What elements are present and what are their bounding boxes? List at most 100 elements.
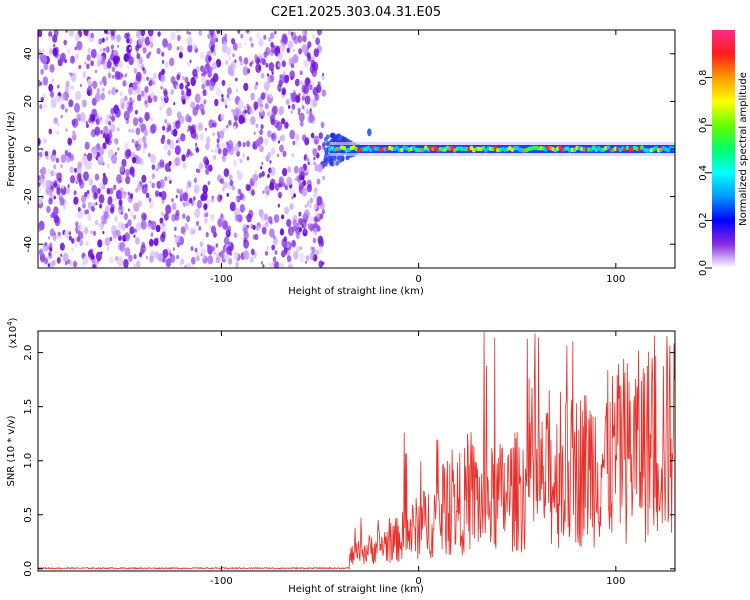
spectrogram-noise-cell <box>278 262 285 268</box>
spectrogram-noise-cell <box>72 260 78 268</box>
spectrogram-noise-cell <box>179 238 184 245</box>
spectrogram-noise-cell <box>88 178 93 186</box>
spectrogram-noise-cell <box>69 166 74 174</box>
spectrogram-noise-cell <box>196 255 200 262</box>
spectrogram-noise-cell <box>106 246 110 252</box>
spectrogram-noise-cell <box>40 178 47 189</box>
spectrogram-noise-cell <box>281 117 286 125</box>
spectrogram-noise-cell <box>208 55 212 62</box>
spectrogram-noise-cell <box>240 33 244 39</box>
spectrogram-noise-cell <box>40 96 44 103</box>
spectrogram-noise-cell <box>83 226 89 235</box>
spectrogram-noise-cell <box>53 195 56 200</box>
spectrogram-noise-cell <box>97 223 100 227</box>
spectrogram-noise-cell <box>250 92 255 101</box>
spectrogram-noise-cell <box>86 63 90 70</box>
spectrogram-noise-cell <box>81 99 87 108</box>
spectrogram-noise-cell <box>185 184 189 190</box>
spectrogram-noise-cell <box>176 242 181 248</box>
spectrogram-noise-cell <box>220 142 226 150</box>
spectrogram-noise-cell <box>97 187 101 195</box>
spectrogram-noise-cell <box>304 155 307 160</box>
spectrogram-noise-cell <box>199 51 205 60</box>
spectrogram-noise-cell <box>168 160 172 166</box>
colorbar-tick-label: 0.4 <box>698 165 709 181</box>
spectrogram-noise-cell <box>249 190 252 195</box>
spectrogram-noise-cell <box>182 75 185 81</box>
spectrogram-noise-cell <box>132 99 135 104</box>
spectrogram-noise-cell <box>302 35 307 43</box>
spectrogram-noise-cell <box>291 240 296 247</box>
spectrogram-noise-cell <box>125 168 130 177</box>
spectrogram-noise-cell <box>270 41 274 48</box>
spectrogram-noise-cell <box>74 167 77 173</box>
spectrogram-noise-cell <box>227 225 232 233</box>
spectrogram-noise-cell <box>83 30 89 37</box>
spectrogram-noise-cell <box>57 231 61 236</box>
spectrogram-noise-cell <box>118 60 124 69</box>
spectrogram-noise-cell <box>235 77 238 82</box>
spectrogram-noise-cell <box>242 66 249 76</box>
spectrogram-noise-cell <box>110 123 116 133</box>
spectrogram-noise-cell <box>178 45 184 54</box>
spectrogram-noise-cell <box>279 74 286 84</box>
spectrogram-noise-cell <box>277 203 281 208</box>
spectrogram-noise-cell <box>186 36 193 46</box>
spectrogram-noise-cell <box>229 179 234 187</box>
spectrogram-noise-cell <box>113 184 117 191</box>
spectrogram-transition-cell <box>323 157 328 163</box>
spectrogram-noise-cell <box>41 54 48 65</box>
spectrogram-noise-cell <box>49 247 53 252</box>
spectrogram-noise-cell <box>291 153 295 158</box>
spectrogram-noise-cell <box>305 260 308 264</box>
spectrogram-noise-cell <box>238 55 243 62</box>
spectrogram-noise-cell <box>304 30 308 36</box>
spectrogram-noise-cell <box>197 122 204 132</box>
snr-xtick-label: -100 <box>210 576 233 587</box>
spectrogram-noise-cell <box>169 57 175 67</box>
spectrogram-noise-cell <box>313 135 320 145</box>
spectrogram-noise-cell <box>221 94 224 98</box>
spectrogram-noise-cell <box>311 68 318 78</box>
spectrogram-noise-cell <box>293 165 299 174</box>
spectrogram-noise-cell <box>158 191 162 197</box>
spectrogram-noise-cell <box>167 124 172 132</box>
spectrogram-noise-cell <box>59 242 65 251</box>
spectrogram-noise-cell <box>70 85 73 89</box>
spectrogram-noise-cell <box>264 193 268 199</box>
spectrogram-noise-cell <box>268 262 272 268</box>
spectrogram-noise-cell <box>276 45 280 51</box>
spectrogram-noise-cell <box>78 64 82 70</box>
spectrogram-noise-cell <box>156 47 161 55</box>
spectrogram-noise-cell <box>148 238 154 247</box>
spectrogram-noise-cell <box>149 180 152 184</box>
spectrogram-noise-cell <box>193 177 198 184</box>
spectrogram-noise-cell <box>143 142 148 149</box>
spectrogram-noise-cell <box>252 224 256 231</box>
spectrogram-noise-cell <box>120 73 124 78</box>
spectrogram-noise-cell <box>249 256 254 264</box>
spectrogram-noise-cell <box>124 149 129 157</box>
spectrogram-noise-cell <box>282 167 288 177</box>
spectrogram-noise-cell <box>70 175 76 184</box>
spectrogram-noise-cell <box>305 108 309 115</box>
spectrogram-noise-cell <box>73 190 77 196</box>
spectrogram-noise-cell <box>278 175 284 185</box>
spectrogram-noise-cell <box>43 62 49 71</box>
spectrogram-noise-cell <box>232 108 239 119</box>
spectrogram-noise-cell <box>249 105 256 116</box>
spectrogram-noise-cell <box>48 252 53 259</box>
spectrogram-noise-cell <box>83 201 86 206</box>
spectrogram-noise-cell <box>169 254 176 263</box>
spectrogram-noise-cell <box>179 198 182 202</box>
spectrogram-noise-cell <box>48 128 53 135</box>
spectrogram-noise-cell <box>174 156 181 167</box>
spectrogram-noise-cell <box>138 56 143 65</box>
spectrogram-noise-cell <box>147 222 152 230</box>
spectrogram-noise-cell <box>99 48 103 53</box>
spectrogram-noise-cell <box>124 142 129 150</box>
spectrogram-noise-cell <box>269 160 272 164</box>
snr-xtick-label: 100 <box>606 576 625 587</box>
spectrogram-noise-cell <box>271 244 276 251</box>
spectrogram-noise-cell <box>202 89 207 97</box>
